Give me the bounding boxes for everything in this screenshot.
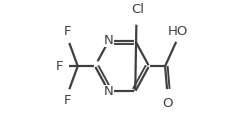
Text: O: O [163, 97, 173, 110]
Text: F: F [56, 60, 63, 73]
Text: N: N [104, 34, 114, 47]
Text: F: F [64, 25, 71, 38]
Text: F: F [64, 94, 71, 107]
Text: N: N [104, 85, 114, 98]
Text: HO: HO [168, 25, 188, 38]
Text: Cl: Cl [131, 2, 144, 16]
